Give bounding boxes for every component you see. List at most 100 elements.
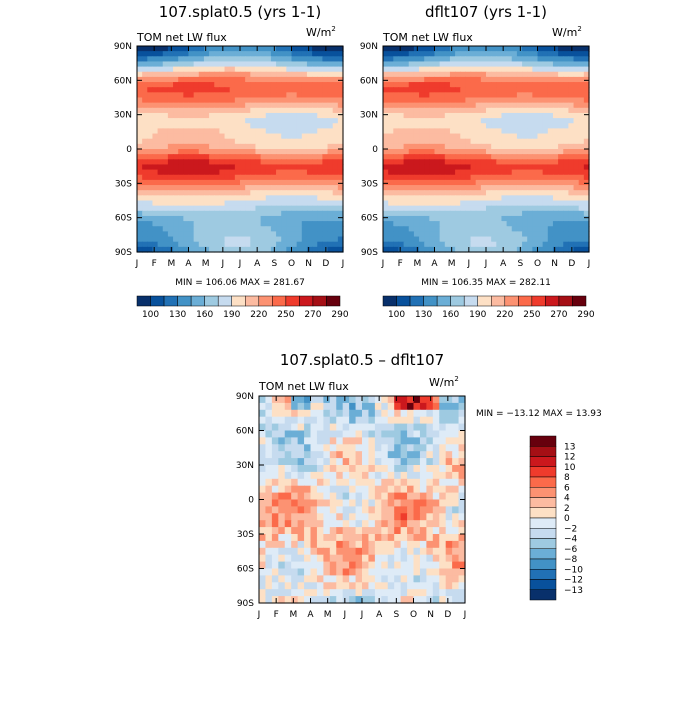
field-cell bbox=[398, 205, 405, 212]
field-cell bbox=[374, 458, 382, 466]
field-cell bbox=[152, 149, 159, 155]
field-cell bbox=[137, 133, 143, 140]
field-cell bbox=[323, 568, 331, 576]
field-cell bbox=[398, 107, 405, 114]
field-cell bbox=[355, 582, 363, 590]
field-cell bbox=[511, 200, 518, 207]
field-cell bbox=[310, 534, 318, 542]
field-cell bbox=[374, 437, 382, 445]
field-cell bbox=[387, 396, 395, 404]
field-cell bbox=[455, 56, 461, 63]
field-cell bbox=[183, 231, 190, 238]
field-cell bbox=[310, 561, 318, 570]
field-cell bbox=[522, 123, 528, 129]
field-cell bbox=[388, 179, 394, 186]
field-cell bbox=[383, 205, 389, 212]
field-cell bbox=[578, 133, 585, 140]
field-cell bbox=[323, 478, 331, 487]
field-cell bbox=[245, 87, 251, 93]
field-cell bbox=[583, 66, 590, 73]
field-cell bbox=[193, 143, 200, 150]
field-cell bbox=[310, 582, 318, 590]
field-cell bbox=[501, 246, 508, 253]
field-cell bbox=[245, 107, 251, 114]
field-cell bbox=[419, 554, 427, 563]
field-cell bbox=[316, 492, 324, 501]
field-cell bbox=[542, 190, 549, 196]
field-cell bbox=[183, 56, 190, 63]
field-cell bbox=[178, 210, 184, 217]
field-cell bbox=[306, 179, 313, 186]
field-cell bbox=[270, 154, 277, 160]
field-cell bbox=[516, 66, 523, 73]
field-cell bbox=[271, 540, 279, 549]
field-cell bbox=[327, 82, 334, 88]
field-cell bbox=[332, 51, 339, 57]
field-cell bbox=[271, 396, 279, 404]
field-cell bbox=[349, 478, 357, 487]
field-cell bbox=[271, 478, 279, 487]
field-cell bbox=[209, 246, 215, 253]
field-cell bbox=[532, 154, 539, 160]
field-cell bbox=[188, 164, 195, 171]
field-cell bbox=[203, 87, 210, 93]
field-cell bbox=[496, 210, 503, 217]
field-cell bbox=[432, 568, 440, 576]
x-tick-label: J bbox=[135, 259, 139, 269]
field-cell bbox=[387, 547, 395, 556]
field-cell bbox=[336, 492, 344, 501]
field-cell bbox=[522, 200, 528, 207]
field-cell bbox=[583, 112, 590, 119]
field-cell bbox=[162, 46, 169, 52]
field-cell bbox=[387, 520, 395, 528]
field-cell bbox=[332, 138, 339, 145]
field-cell bbox=[306, 236, 313, 243]
field-cell bbox=[491, 159, 497, 166]
field-cell bbox=[152, 200, 159, 207]
field-cell bbox=[537, 226, 544, 232]
field-cell bbox=[449, 164, 456, 171]
field-cell bbox=[434, 46, 441, 52]
field-cell bbox=[407, 596, 415, 604]
field-cell bbox=[419, 195, 425, 202]
field-cell bbox=[563, 241, 569, 248]
field-cell bbox=[291, 61, 298, 68]
field-cell bbox=[173, 200, 179, 207]
field-cell bbox=[198, 128, 205, 135]
field-cell bbox=[306, 159, 313, 166]
field-cell bbox=[413, 554, 421, 563]
field-cell bbox=[270, 143, 277, 150]
field-cell bbox=[337, 118, 344, 124]
field-cell bbox=[157, 236, 164, 243]
field-cell bbox=[445, 437, 453, 445]
field-cell bbox=[224, 246, 231, 253]
field-cell bbox=[255, 215, 262, 222]
field-cell bbox=[297, 423, 305, 432]
field-cell bbox=[281, 87, 287, 93]
field-cell bbox=[552, 102, 559, 109]
field-cell bbox=[542, 76, 549, 83]
field-cell bbox=[142, 138, 148, 145]
field-cell bbox=[429, 205, 436, 212]
field-cell bbox=[452, 534, 460, 542]
field-cell bbox=[259, 534, 267, 542]
field-cell bbox=[578, 61, 585, 68]
field-cell bbox=[198, 231, 205, 238]
field-cell bbox=[511, 112, 518, 119]
field-cell bbox=[322, 154, 329, 160]
field-cell bbox=[173, 231, 179, 238]
field-cell bbox=[452, 492, 460, 501]
field-cell bbox=[419, 534, 427, 542]
field-cell bbox=[542, 56, 549, 63]
field-cell bbox=[408, 61, 415, 68]
field-cell bbox=[568, 112, 575, 119]
field-cell bbox=[198, 92, 205, 99]
field-cell bbox=[229, 221, 236, 227]
field-cell bbox=[219, 123, 226, 129]
field-cell bbox=[413, 169, 420, 176]
field-cell bbox=[297, 520, 305, 528]
field-cell bbox=[203, 143, 210, 150]
field-cell bbox=[337, 112, 344, 119]
field-cell bbox=[388, 46, 394, 52]
field-cell bbox=[426, 520, 434, 528]
